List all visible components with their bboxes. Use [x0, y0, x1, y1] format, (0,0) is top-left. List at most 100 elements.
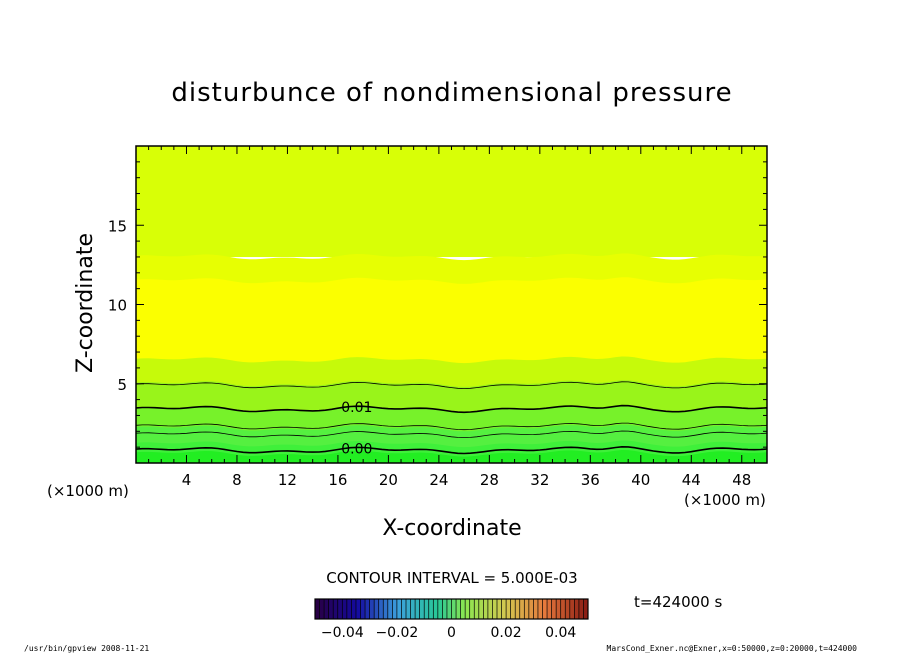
colorbar-cell — [487, 599, 493, 619]
colorbar-cell — [333, 599, 338, 619]
x-axis-label: X-coordinate — [382, 516, 521, 541]
colorbar-cell — [528, 599, 534, 619]
footer-left: /usr/bin/gpview 2008-11-21 — [24, 644, 149, 653]
colorbar-cell — [351, 599, 356, 619]
colorbar-cell — [547, 599, 552, 619]
colorbar-cell — [415, 599, 420, 619]
colorbar-cell — [483, 599, 488, 619]
colorbar-cell — [519, 599, 525, 619]
contour-line-0 — [135, 445, 768, 455]
colorbar-frame — [314, 598, 589, 620]
colorbar-cell — [542, 599, 548, 619]
colorbar-cell — [501, 599, 507, 619]
colorbar-cell — [583, 599, 588, 619]
colorbar-tick-label: −0.04 — [321, 625, 364, 641]
contour-line-3 — [135, 404, 768, 414]
colorbar-cell — [315, 599, 320, 619]
colorbar-cell — [446, 599, 452, 619]
colorbar-cell — [569, 599, 575, 619]
x-axis-unit-left: (×1000 m) — [47, 482, 129, 500]
colorbar-tick-label: 0.04 — [545, 625, 576, 641]
colorbar-tick-label: −0.02 — [375, 625, 418, 641]
colorbar-cell — [378, 599, 384, 619]
colorbar-cell — [551, 599, 557, 619]
colorbar-cell — [506, 599, 511, 619]
colorbar-cell — [355, 599, 361, 619]
x-tick-label: 8 — [232, 471, 242, 489]
x-axis-unit-right: (×1000 m) — [684, 491, 766, 509]
x-tick-label: 24 — [429, 471, 448, 489]
colorbar-cell — [578, 599, 584, 619]
y-tick-label: 10 — [108, 297, 127, 315]
colorbar-cell — [406, 599, 411, 619]
colorbar-cell — [410, 599, 416, 619]
colorbar-cell — [515, 599, 520, 619]
colorbar-cell — [460, 599, 466, 619]
x-tick-label: 40 — [631, 471, 650, 489]
colorbar-cell — [465, 599, 470, 619]
time-label: t=424000 s — [634, 593, 722, 611]
y-axis-label: Z-coordinate — [73, 233, 98, 373]
colorbar-cell — [565, 599, 570, 619]
contour-interval-label: CONTOUR INTERVAL = 5.000E-03 — [326, 569, 577, 587]
contour-line-2 — [135, 422, 768, 431]
chart-title: disturbunce of nondimensional pressure — [171, 78, 732, 108]
x-tick-label: 12 — [278, 471, 297, 489]
contour-band-0 — [136, 450, 767, 463]
x-tick-label: 44 — [682, 471, 701, 489]
colorbar-cell — [492, 599, 497, 619]
colorbar-cell — [392, 599, 397, 619]
colorbar-cell — [342, 599, 347, 619]
colorbar-cell — [319, 599, 325, 619]
y-tick-label: 5 — [117, 376, 127, 394]
colorbar-cell — [574, 599, 579, 619]
footer-right: MarsCond_Exner.nc@Exner,x=0:50000,z=0:20… — [607, 644, 858, 653]
colorbar-cell — [433, 599, 438, 619]
colorbar-cell — [369, 599, 375, 619]
contour-band-8 — [136, 146, 767, 257]
contour-label-0: 0.00 — [341, 441, 372, 457]
x-tick-label: 48 — [732, 471, 751, 489]
colorbar-cell — [442, 599, 447, 619]
colorbar-tick-label: 0 — [447, 625, 456, 641]
colorbar-cell — [537, 599, 543, 619]
colorbar-cell — [556, 599, 561, 619]
colorbar-cell — [451, 599, 457, 619]
colorbar-cell — [474, 599, 479, 619]
colorbar-cell — [387, 599, 393, 619]
colorbar-cell — [497, 599, 502, 619]
colorbar-cell — [374, 599, 379, 619]
x-tick-label: 32 — [530, 471, 549, 489]
colorbar-cell — [533, 599, 538, 619]
colorbar-cell — [419, 599, 425, 619]
colorbar-cell — [478, 599, 484, 619]
contour-line-1 — [135, 430, 768, 439]
colorbar-cell — [324, 599, 329, 619]
colorbar-cell — [437, 599, 443, 619]
x-tick-label: 16 — [328, 471, 347, 489]
colorbar-cell — [383, 599, 388, 619]
contour-line-4 — [135, 381, 768, 389]
x-tick-label: 4 — [182, 471, 192, 489]
y-tick-label: 15 — [108, 217, 127, 235]
colorbar-cell — [456, 599, 461, 619]
x-tick-label: 36 — [581, 471, 600, 489]
colorbar-cell — [469, 599, 475, 619]
contour-label-3: 0.01 — [341, 400, 372, 416]
colorbar-cell — [524, 599, 529, 619]
colorbar-cell — [510, 599, 516, 619]
colorbar: −0.04 −0.02 0 0.02 0.04 — [314, 598, 589, 641]
colorbar-cell — [396, 599, 402, 619]
colorbar-cell — [328, 599, 334, 619]
colorbar-tick-label: 0.02 — [491, 625, 522, 641]
x-tick-label: 20 — [379, 471, 398, 489]
colorbar-cell — [424, 599, 429, 619]
colorbar-cell — [401, 599, 406, 619]
colorbar-cell — [365, 599, 370, 619]
x-tick-label: 28 — [480, 471, 499, 489]
colorbar-cell — [337, 599, 343, 619]
colorbar-cell — [428, 599, 434, 619]
colorbar-cell — [346, 599, 352, 619]
